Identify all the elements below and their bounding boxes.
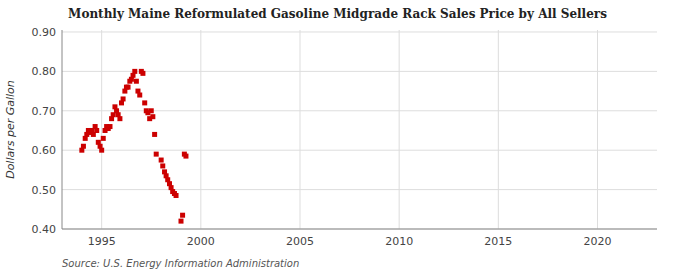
y-tick-label: 0.50 <box>32 184 57 197</box>
x-grid-line <box>101 30 102 229</box>
point <box>121 96 126 101</box>
x-tick-label: 2020 <box>584 235 612 248</box>
point <box>99 148 104 153</box>
point <box>179 219 184 224</box>
point <box>150 114 155 119</box>
x-tick-label: 1995 <box>88 235 116 248</box>
point <box>137 93 142 98</box>
point <box>174 193 179 198</box>
x-grid-line <box>498 30 499 229</box>
point <box>142 100 147 105</box>
x-tick-label: 2000 <box>187 235 215 248</box>
points <box>79 69 188 224</box>
x-axis-line <box>62 229 657 230</box>
y-tick-label: 0.70 <box>32 105 57 118</box>
y-tick-label: 0.40 <box>32 223 57 236</box>
y-tick-label: 0.80 <box>32 65 57 78</box>
title: Monthly Maine Reformulated Gasoline Midg… <box>68 7 607 21</box>
point <box>154 152 159 157</box>
x-tick-label: 2010 <box>385 235 413 248</box>
y-axis-label: Dollars per Gallon <box>4 80 17 179</box>
grid <box>62 30 657 229</box>
point <box>101 136 106 141</box>
source: Source: U.S. Energy Information Administ… <box>62 258 299 269</box>
point <box>94 128 99 133</box>
y-tick-label: 0.90 <box>32 26 57 39</box>
point <box>126 85 131 90</box>
y-grid-line <box>62 189 657 190</box>
x-grid-line <box>200 30 201 229</box>
y-grid-line <box>62 150 657 151</box>
x-grid-line <box>300 30 301 229</box>
point <box>107 124 112 129</box>
point <box>183 154 188 159</box>
x-grid-line <box>399 30 400 229</box>
y-grid-line <box>62 31 657 32</box>
point <box>140 71 145 76</box>
x-tick-label: 2015 <box>484 235 512 248</box>
point <box>159 158 164 163</box>
point <box>180 213 185 218</box>
y-axis-line <box>62 30 63 229</box>
x-tick-label: 2005 <box>286 235 314 248</box>
chart: Monthly Maine Reformulated Gasoline Midg… <box>0 0 675 275</box>
point <box>81 144 86 149</box>
point <box>117 116 122 121</box>
point <box>152 132 157 137</box>
point <box>149 108 154 113</box>
point <box>132 69 137 74</box>
y-grid-line <box>62 229 657 230</box>
point <box>160 163 165 168</box>
y-grid-line <box>62 71 657 72</box>
y-tick-label: 0.60 <box>32 144 57 157</box>
x-grid-line <box>597 30 598 229</box>
point <box>134 79 139 84</box>
